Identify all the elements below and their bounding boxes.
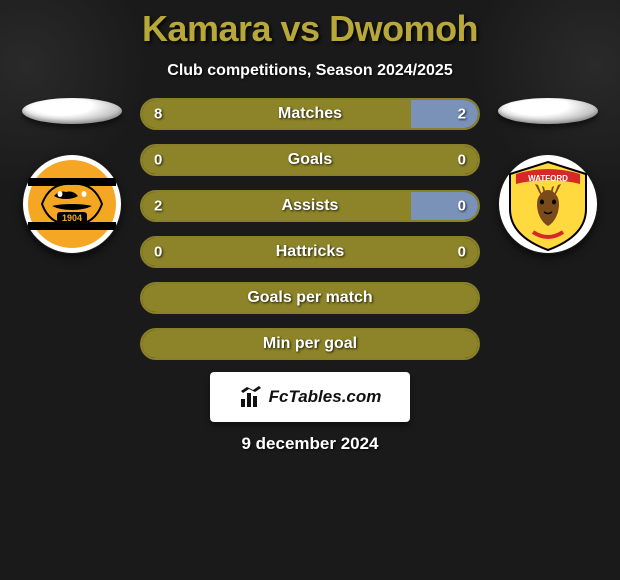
- stat-value-left: 0: [154, 244, 162, 261]
- page-title: Kamara vs Dwomoh: [0, 8, 620, 50]
- stat-label: Goals: [142, 146, 478, 174]
- stat-value-right: 0: [458, 198, 466, 215]
- date-label: 9 december 2024: [0, 434, 620, 454]
- stat-label: Hattricks: [142, 238, 478, 266]
- stat-value-left: 2: [154, 198, 162, 215]
- right-side: WATFORD: [498, 98, 598, 254]
- stats-column: Matches82Goals00Assists20Hattricks00Goal…: [140, 98, 480, 360]
- stat-value-right: 0: [458, 152, 466, 169]
- left-player-marker: [22, 98, 122, 124]
- source-badge: FcTables.com: [210, 372, 410, 422]
- stat-label: Matches: [142, 100, 478, 128]
- stat-row: Goals per match: [140, 282, 480, 314]
- right-club-crest: WATFORD: [498, 154, 598, 254]
- stat-row: Goals0 0: [140, 144, 480, 176]
- stat-row: Matches8 2: [140, 98, 480, 130]
- stat-label: Goals per match: [142, 284, 478, 312]
- stat-label: Assists: [142, 192, 478, 220]
- stat-row: Assists2 0: [140, 190, 480, 222]
- left-side: 1904: [22, 98, 122, 254]
- svg-text:1904: 1904: [62, 213, 82, 223]
- stat-row: Hattricks0 0: [140, 236, 480, 268]
- stat-value-left: 0: [154, 152, 162, 169]
- comparison-card: Kamara vs Dwomoh Club competitions, Seas…: [0, 0, 620, 580]
- main-row: 1904 Matches82Goals00Assists20Hattricks0…: [0, 98, 620, 360]
- stat-label: Min per goal: [142, 330, 478, 358]
- chart-icon: [239, 385, 263, 409]
- subtitle: Club competitions, Season 2024/2025: [0, 62, 620, 80]
- left-club-crest: 1904: [22, 154, 122, 254]
- svg-text:WATFORD: WATFORD: [528, 174, 568, 183]
- stat-value-right: 2: [458, 106, 466, 123]
- right-player-marker: [498, 98, 598, 124]
- stat-value-right: 0: [458, 244, 466, 261]
- stat-row: Min per goal: [140, 328, 480, 360]
- source-label: FcTables.com: [269, 387, 382, 407]
- stat-value-left: 8: [154, 106, 162, 123]
